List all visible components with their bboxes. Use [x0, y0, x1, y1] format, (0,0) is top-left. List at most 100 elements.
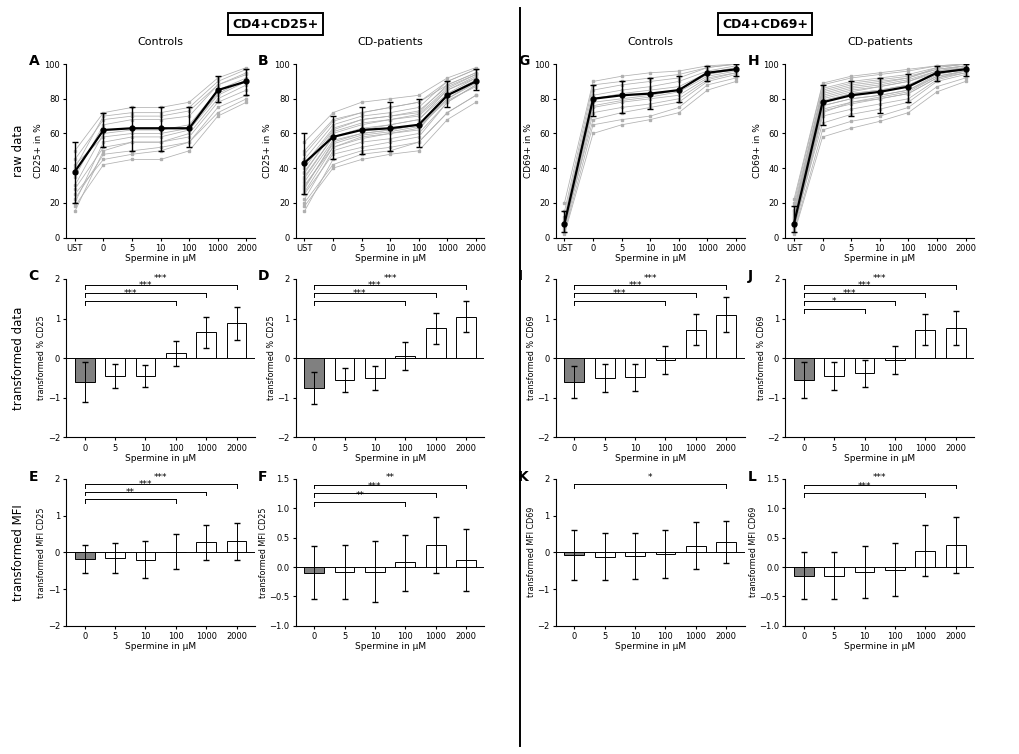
Y-axis label: transformed % CD69: transformed % CD69: [527, 316, 536, 400]
Bar: [136, 358, 155, 376]
Text: ***: ***: [368, 281, 381, 290]
Bar: [884, 358, 904, 360]
Bar: [105, 552, 125, 558]
Text: CD-patients: CD-patients: [846, 37, 912, 47]
X-axis label: Spermine in μM: Spermine in μM: [614, 254, 685, 263]
X-axis label: Spermine in μM: Spermine in μM: [844, 254, 914, 263]
X-axis label: Spermine in μM: Spermine in μM: [614, 454, 685, 463]
Bar: [304, 358, 324, 388]
Text: G: G: [518, 54, 529, 68]
Bar: [455, 560, 476, 567]
Y-axis label: CD69+ in %: CD69+ in %: [523, 124, 532, 178]
Bar: [226, 323, 247, 358]
X-axis label: Spermine in μM: Spermine in μM: [125, 254, 196, 263]
Y-axis label: CD69+ in %: CD69+ in %: [752, 124, 761, 178]
Bar: [425, 544, 445, 567]
Text: ***: ***: [857, 281, 870, 290]
Bar: [425, 329, 445, 358]
Text: **: **: [355, 491, 364, 500]
Bar: [655, 552, 675, 554]
Text: raw data: raw data: [12, 124, 24, 177]
Text: ***: ***: [643, 274, 656, 283]
Bar: [455, 317, 476, 358]
Bar: [823, 358, 844, 376]
Text: ***: ***: [139, 480, 152, 489]
Bar: [365, 567, 384, 572]
Text: ***: ***: [154, 473, 167, 482]
Y-axis label: transformed % CD69: transformed % CD69: [756, 316, 765, 400]
Bar: [334, 567, 355, 572]
Bar: [945, 329, 965, 358]
Bar: [395, 356, 415, 358]
Text: ***: ***: [612, 290, 626, 299]
X-axis label: Spermine in μM: Spermine in μM: [125, 454, 196, 463]
Bar: [196, 542, 216, 552]
Text: CD4+CD25+: CD4+CD25+: [232, 17, 318, 31]
Bar: [685, 546, 705, 552]
Text: **: **: [385, 474, 394, 483]
Bar: [914, 550, 934, 567]
X-axis label: Spermine in μM: Spermine in μM: [355, 454, 425, 463]
Text: D: D: [258, 269, 269, 284]
Text: E: E: [29, 470, 38, 484]
Text: ***: ***: [628, 281, 641, 290]
Bar: [564, 358, 584, 382]
Bar: [166, 354, 185, 358]
Text: ***: ***: [123, 290, 137, 299]
Text: A: A: [29, 54, 40, 68]
Bar: [715, 542, 736, 552]
Bar: [823, 567, 844, 576]
Text: transformed MFI: transformed MFI: [12, 504, 24, 601]
Text: J: J: [747, 269, 752, 284]
X-axis label: Spermine in μM: Spermine in μM: [844, 454, 914, 463]
Text: ***: ***: [154, 274, 167, 283]
Text: CD4+CD69+: CD4+CD69+: [721, 17, 807, 31]
Bar: [594, 358, 614, 378]
Bar: [226, 541, 247, 552]
Bar: [564, 552, 584, 555]
Bar: [715, 314, 736, 358]
Bar: [625, 552, 644, 556]
Text: *: *: [832, 297, 836, 306]
Text: Controls: Controls: [627, 37, 673, 47]
Bar: [854, 358, 873, 373]
Text: CD-patients: CD-patients: [357, 37, 423, 47]
Y-axis label: transformed % CD25: transformed % CD25: [267, 316, 276, 400]
Bar: [914, 329, 934, 358]
Bar: [334, 358, 355, 380]
Bar: [365, 358, 384, 378]
X-axis label: Spermine in μM: Spermine in μM: [844, 642, 914, 651]
Text: **: **: [125, 488, 135, 497]
Text: K: K: [518, 470, 529, 484]
Text: ***: ***: [353, 290, 366, 299]
Bar: [884, 567, 904, 570]
Y-axis label: transformed MFI CD25: transformed MFI CD25: [259, 507, 268, 598]
Text: ***: ***: [842, 290, 855, 299]
X-axis label: Spermine in μM: Spermine in μM: [355, 642, 425, 651]
Bar: [105, 358, 125, 376]
Y-axis label: CD25+ in %: CD25+ in %: [263, 124, 272, 178]
X-axis label: Spermine in μM: Spermine in μM: [125, 642, 196, 651]
Bar: [793, 567, 813, 576]
Y-axis label: transformed MFI CD69: transformed MFI CD69: [527, 507, 536, 597]
Bar: [594, 552, 614, 556]
Bar: [655, 358, 675, 360]
Bar: [625, 358, 644, 377]
Bar: [685, 329, 705, 358]
Text: ***: ***: [368, 483, 381, 492]
Bar: [854, 567, 873, 572]
Text: ***: ***: [872, 474, 886, 483]
X-axis label: Spermine in μM: Spermine in μM: [355, 254, 425, 263]
Bar: [136, 552, 155, 559]
Y-axis label: CD25+ in %: CD25+ in %: [34, 124, 43, 178]
Y-axis label: transformed MFI CD25: transformed MFI CD25: [38, 507, 47, 598]
Text: F: F: [258, 470, 267, 484]
Text: H: H: [747, 54, 758, 68]
Bar: [196, 333, 216, 358]
Bar: [304, 567, 324, 573]
Y-axis label: transformed MFI CD69: transformed MFI CD69: [748, 507, 757, 597]
Bar: [395, 562, 415, 567]
Text: I: I: [518, 269, 523, 284]
Text: C: C: [29, 269, 39, 284]
Text: ***: ***: [139, 281, 152, 290]
